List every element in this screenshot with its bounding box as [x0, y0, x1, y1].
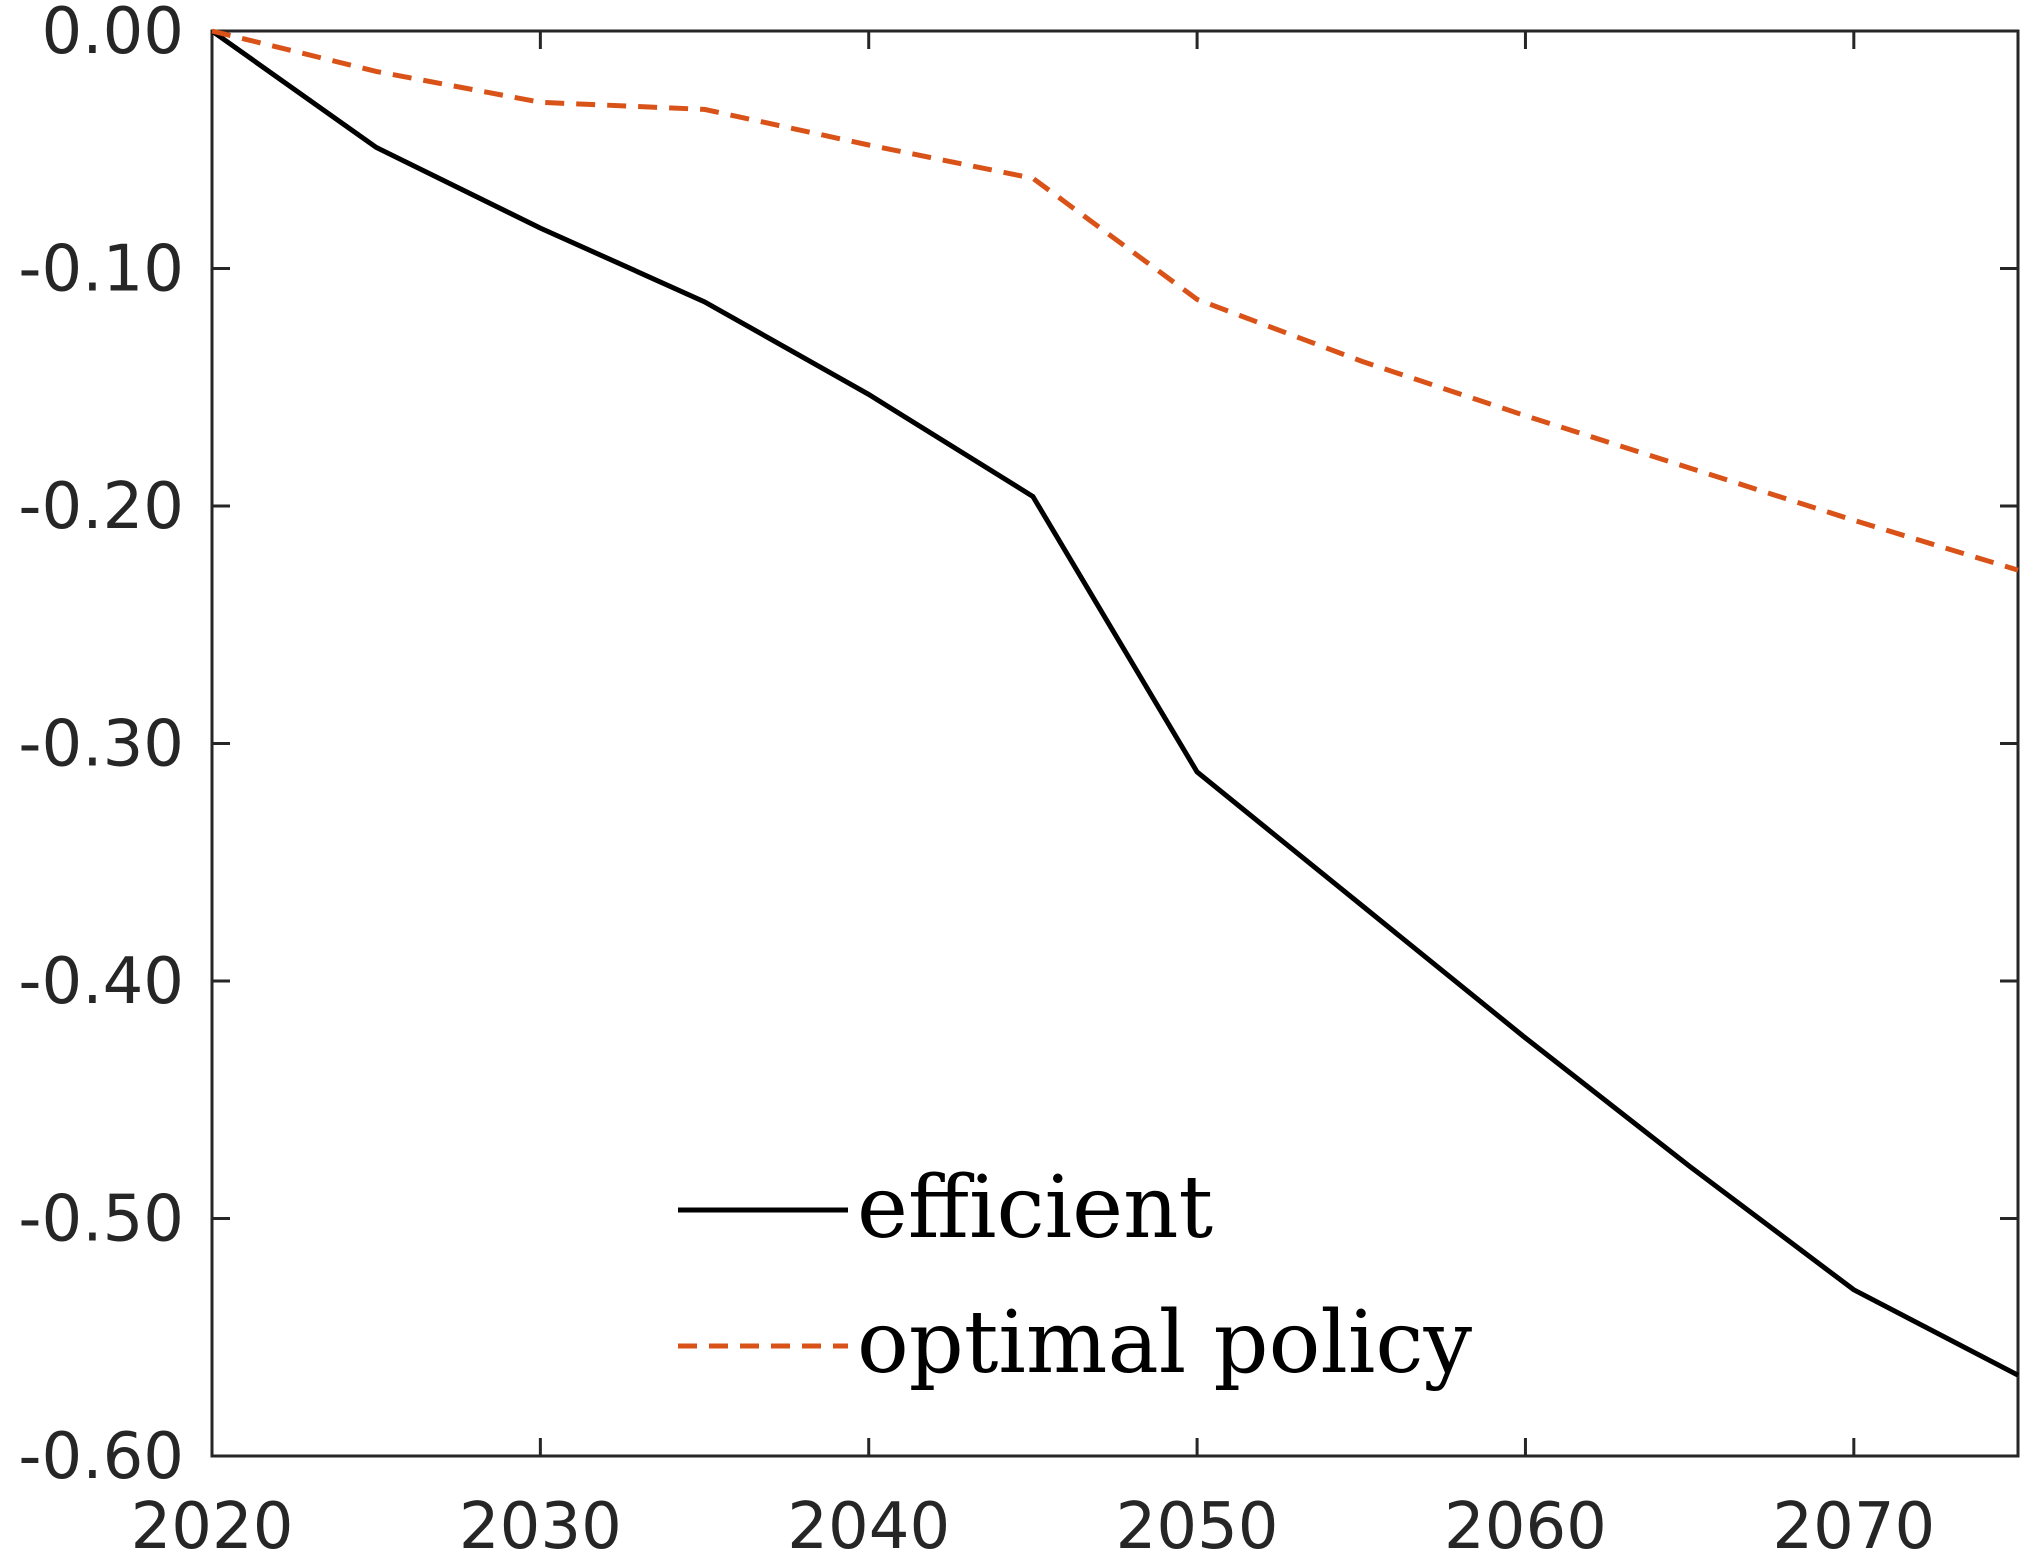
legend-label-optimal-policy: optimal policy — [857, 1293, 1473, 1393]
y-tick-label: 0.00 — [42, 0, 185, 69]
x-tick-label: 2030 — [459, 1490, 622, 1554]
y-tick-label: -0.20 — [18, 470, 184, 544]
series-line-efficient — [210, 28, 2020, 1378]
y-tick-label: -0.60 — [18, 1420, 184, 1494]
x-tick-label: 2060 — [1444, 1490, 1607, 1554]
y-tick-label: -0.40 — [18, 945, 184, 1019]
x-tick-label: 2040 — [787, 1490, 950, 1554]
x-axis: 2020 2030 2040 2050 2060 2070 — [131, 31, 1935, 1554]
x-tick-label: 2050 — [1116, 1490, 1279, 1554]
y-tick-label: -0.50 — [18, 1183, 184, 1257]
x-tick-label: 2020 — [131, 1490, 294, 1554]
x-tick-label: 2070 — [1772, 1490, 1935, 1554]
series-layer — [210, 28, 2020, 1378]
legend: efficient optimal policy — [678, 1158, 1473, 1393]
y-tick-label: -0.30 — [18, 708, 184, 782]
y-axis: 0.00 -0.10 -0.20 -0.30 -0.40 -0.50 -0.60 — [18, 0, 2018, 1494]
y-tick-label: -0.10 — [18, 233, 184, 307]
series-line-optimal-policy — [211, 28, 2019, 573]
legend-label-efficient: efficient — [857, 1158, 1213, 1258]
